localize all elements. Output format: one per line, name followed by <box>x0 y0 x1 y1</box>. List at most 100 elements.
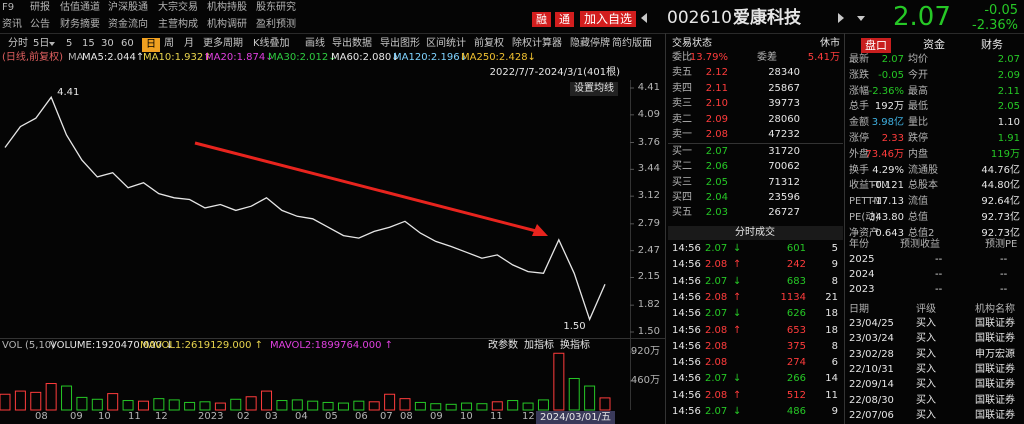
ratings-cell: 申万宏源 <box>975 348 1015 360</box>
book-level: 卖一 <box>672 129 692 140</box>
nav-link[interactable]: 股东研究 <box>256 2 296 13</box>
volume-bar <box>214 402 226 411</box>
toolbar-item[interactable]: 15 <box>82 38 95 49</box>
trade-time: 14:56 <box>672 357 701 369</box>
ratings-cell: 国联证券 <box>975 363 1015 375</box>
ma-value: MA250:2.428↓ <box>461 52 536 63</box>
trade-price: 2.08 <box>705 324 728 336</box>
trend-arrowhead <box>532 224 548 236</box>
ratings-cell: 买入 <box>916 363 936 375</box>
x-tick-label: 11 <box>128 411 141 422</box>
nav-link[interactable]: 主营构成 <box>158 19 198 30</box>
book-volume: 70062 <box>768 161 800 173</box>
volume-bar <box>122 400 134 411</box>
divider <box>668 143 843 144</box>
nav-link[interactable]: 公告 <box>30 19 50 30</box>
ratings-cell: 22/08/30 <box>849 394 894 406</box>
nav-link[interactable]: 沪深股通 <box>108 2 148 13</box>
nav-link[interactable]: 机构调研 <box>207 19 247 30</box>
ratings-cell: 22/10/31 <box>849 363 894 375</box>
toolbar-item[interactable]: 5 <box>66 38 73 49</box>
stock-code: 002610 <box>667 7 732 28</box>
nav-link[interactable]: 估值通道 <box>60 2 100 13</box>
toolbar-item[interactable]: 导出数据 <box>332 38 372 49</box>
prev-icon[interactable] <box>641 13 647 23</box>
x-tick-label: 10 <box>460 411 473 422</box>
toolbar-item[interactable]: 更多周期 <box>203 38 243 49</box>
label: 委比 <box>672 52 692 63</box>
nav-link[interactable]: 财务摘要 <box>60 19 100 30</box>
nav-link[interactable]: 研报 <box>30 2 50 13</box>
volume-header: VOLUME:1920470.000 ↓ <box>50 340 174 351</box>
x-tick-label: 09 <box>70 411 83 422</box>
indicator-button[interactable]: 换指标 <box>560 340 590 351</box>
volume-bar <box>537 399 549 411</box>
book-volume: 28340 <box>768 67 800 78</box>
toolbar-item[interactable]: K线叠加 <box>253 38 290 49</box>
next-icon[interactable] <box>838 13 844 23</box>
volume-bar <box>476 403 488 411</box>
dropdown-icon[interactable] <box>49 42 55 46</box>
volume-bar <box>599 397 611 411</box>
toolbar-item[interactable]: 周 <box>164 38 174 49</box>
trade-direction: ↓ <box>733 406 742 417</box>
indicator-button[interactable]: 加指标 <box>524 340 554 351</box>
volume-bar <box>553 352 565 411</box>
nav-link[interactable]: F9 <box>2 2 15 13</box>
x-tick-label: 07 <box>380 411 393 422</box>
indicator-button[interactable]: 改参数 <box>488 340 518 351</box>
nav-link[interactable]: 大宗交易 <box>158 2 198 13</box>
forecast-header: 预测收益 <box>900 239 940 250</box>
book-volume: 25867 <box>768 82 800 94</box>
toolbar-item[interactable]: 隐藏停牌 <box>570 38 610 49</box>
tab[interactable]: 资金 <box>923 37 945 51</box>
quote-label: 收益TTM <box>849 180 890 192</box>
nav-link[interactable]: 资讯 <box>2 19 22 30</box>
nav-link[interactable]: 盈利预测 <box>256 19 296 30</box>
tab[interactable]: 财务 <box>981 37 1003 51</box>
toolbar-item[interactable]: 导出图形 <box>380 38 420 49</box>
ma-value: MA5:2.044↑ <box>82 52 145 63</box>
book-price: 2.07 <box>705 146 728 157</box>
x-tick-label: 12 <box>522 411 535 422</box>
toolbar-item[interactable]: 画线 <box>305 38 325 49</box>
quote-value: 3.98亿 <box>871 117 904 129</box>
toolbar-item[interactable]: 60 <box>121 38 134 49</box>
toolbar-item[interactable]: 5日 <box>33 38 50 49</box>
ma-settings[interactable]: 设置均线 <box>570 82 618 96</box>
tab[interactable]: 盘口 <box>861 37 891 53</box>
nav-link[interactable]: 机构持股 <box>207 2 247 13</box>
ratings-cell: 国联证券 <box>975 379 1015 391</box>
toolbar-item[interactable]: 除权计算器 <box>512 38 562 49</box>
toolbar-item[interactable]: 前复权 <box>474 38 504 49</box>
quote-label: 总值2 <box>908 227 935 239</box>
quote-label: 换手 <box>849 164 869 176</box>
book-price: 2.12 <box>705 67 728 78</box>
toolbar-item[interactable]: 分时 <box>8 38 28 49</box>
trade-direction: ↑ <box>733 291 742 303</box>
toolbar-item[interactable]: 日 <box>142 38 160 52</box>
toolbar-item[interactable]: 30 <box>101 38 114 49</box>
toolbar-item[interactable]: 区间统计 <box>426 38 466 49</box>
stock-name: 爱康科技 <box>733 7 801 28</box>
forecast-cell: -- <box>935 284 943 295</box>
ratings-header: 评级 <box>916 304 936 315</box>
book-price: 2.09 <box>705 113 728 125</box>
quote-label: PE(动) <box>849 212 880 223</box>
menu-icon[interactable] <box>857 16 865 21</box>
trade-price: 2.08 <box>705 291 728 303</box>
ma-label: MA <box>68 52 84 63</box>
change: -0.05 <box>984 2 1018 18</box>
toolbar-item[interactable]: 简约版面 <box>612 38 652 49</box>
toolbar-item[interactable]: 月 <box>184 38 194 49</box>
trade-count: 8 <box>831 340 838 352</box>
volume-header: MAVOL1:2619129.000 ↑ <box>140 340 264 351</box>
volume-bar <box>168 399 180 411</box>
volume-bar <box>30 391 42 411</box>
ratings-header: 机构名称 <box>975 304 1015 315</box>
quote-label: 涨停 <box>849 133 869 144</box>
add-button[interactable]: 加入自选 <box>580 11 637 27</box>
quote-value: 73.46万 <box>865 148 904 160</box>
nav-link[interactable]: 资金流向 <box>108 19 148 30</box>
